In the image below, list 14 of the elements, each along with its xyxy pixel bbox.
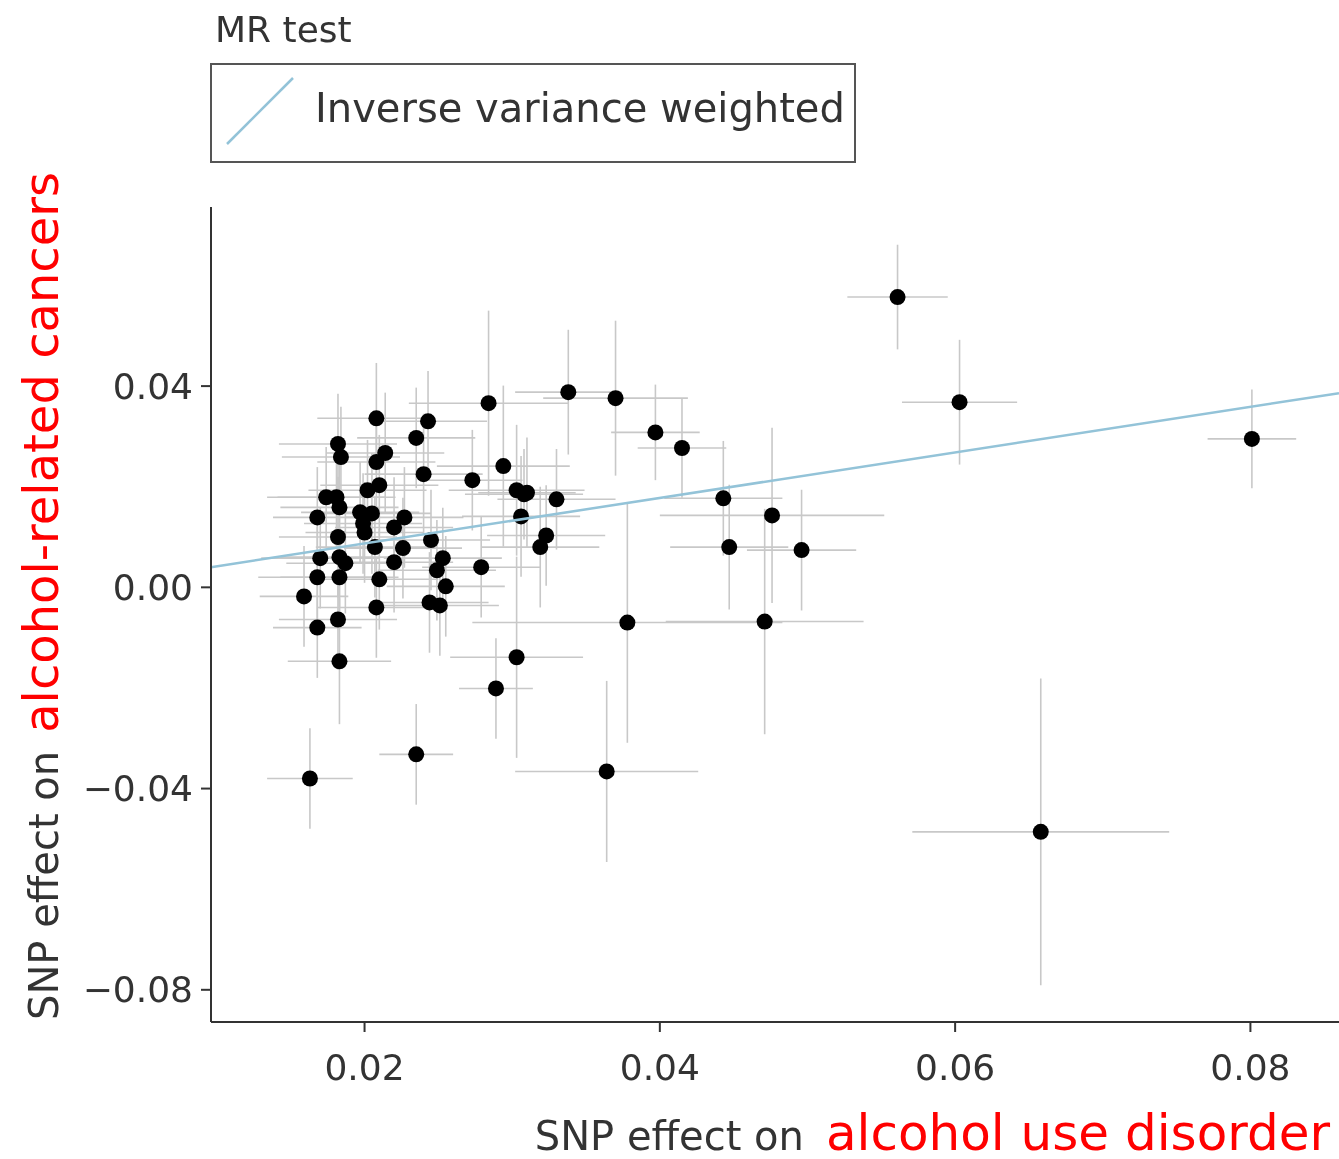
y-axis-title: SNP effect on	[21, 750, 67, 1020]
x-tick-label: 0.06	[915, 1047, 996, 1088]
text: alcohol-related cancers	[13, 171, 69, 733]
legend-label: Inverse variance weighted	[315, 85, 845, 131]
legend-title: MR test	[215, 9, 352, 50]
x-tick-label: 0.02	[324, 1047, 405, 1088]
x-tick-label: 0.04	[619, 1047, 700, 1088]
y-tick-label: 0.00	[112, 566, 193, 608]
y-tick-label: −0.04	[82, 768, 193, 810]
y-tick-label: −0.08	[82, 969, 193, 1011]
x-tick-label: 0.08	[1210, 1047, 1291, 1088]
y-tick-label: 0.04	[112, 365, 193, 407]
x-axis-title: SNP effect on	[534, 1113, 804, 1159]
text: alcohol use disorder	[825, 1104, 1331, 1159]
